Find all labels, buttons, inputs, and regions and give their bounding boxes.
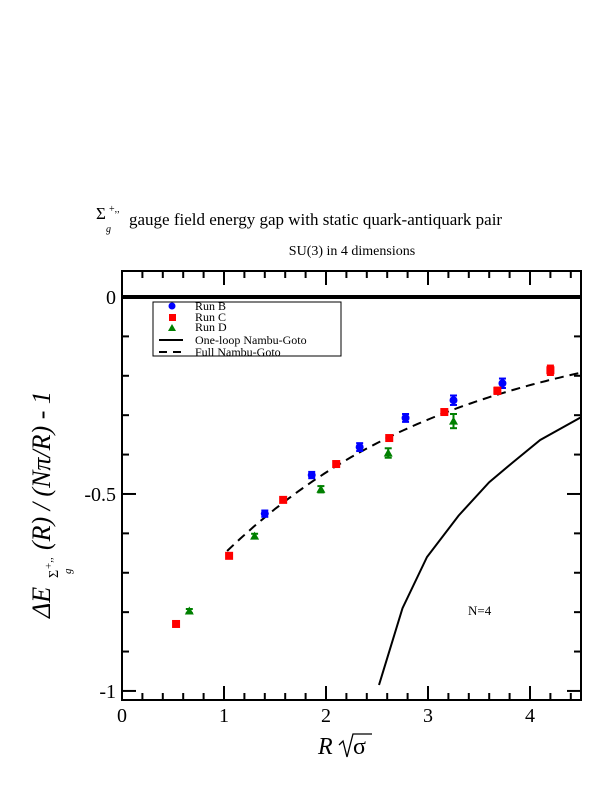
- run-c-point: [440, 408, 449, 417]
- y-label-sup: +,,: [43, 557, 55, 569]
- x-tick-label: 3: [423, 705, 433, 727]
- one-loop-nambu-goto-curve: [378, 416, 582, 686]
- legend-label-run-d: Run D: [195, 320, 227, 334]
- x-axis-label: R σ: [317, 733, 372, 760]
- run-c-point: [279, 495, 288, 504]
- run-b-point: [355, 443, 364, 452]
- legend-label-run-c: Run C: [195, 310, 226, 324]
- chart-title: Σ +,, g gauge field energy gap with stat…: [96, 204, 502, 235]
- run-b-point: [307, 471, 316, 480]
- legend: Run B Run C Run D One-loop Nambu-Goto Fu…: [152, 299, 342, 359]
- title-symbol: Σ: [96, 204, 106, 223]
- y-tick-label: -0.5: [84, 484, 116, 506]
- run-d-point: [316, 484, 326, 493]
- x-label-sigma: σ: [353, 734, 366, 760]
- legend-marker-run-d: [168, 324, 176, 331]
- axis-ticks: [121, 271, 581, 700]
- full-nambu-goto-curve: [226, 371, 582, 552]
- y-tick-labels: 0 -0.5 -1: [84, 287, 116, 703]
- title-symbol-sup: +,,: [109, 204, 120, 215]
- run-d-point: [250, 531, 260, 540]
- x-tick-label: 2: [321, 705, 331, 727]
- legend-label-run-b: Run B: [195, 299, 226, 313]
- x-tick-label: 4: [525, 705, 535, 727]
- y-tick-label: -1: [99, 681, 116, 703]
- run-b-point: [449, 396, 458, 405]
- legend-marker-run-b: [168, 302, 176, 310]
- title-symbol-sub: g: [106, 224, 111, 235]
- run-d-point: [449, 416, 458, 425]
- legend-label-full: Full Nambu-Goto: [195, 345, 281, 359]
- annotation-n4: N=4: [468, 603, 492, 618]
- run-c-point: [385, 434, 394, 443]
- legend-marker-run-c: [169, 314, 176, 321]
- run-b-point: [498, 379, 507, 388]
- legend-box: [152, 301, 342, 357]
- title-text: gauge field energy gap with static quark…: [129, 210, 502, 229]
- data-points: [172, 364, 555, 628]
- chart-subtitle: SU(3) in 4 dimensions: [289, 244, 415, 259]
- run-b-point: [260, 509, 269, 518]
- x-tick-label: 0: [117, 705, 127, 727]
- y-label-sub-g: g: [62, 568, 74, 574]
- run-d-point: [184, 606, 194, 615]
- run-c-point: [225, 551, 234, 560]
- run-c-point: [332, 460, 341, 469]
- sqrt-symbol-icon: [338, 733, 372, 758]
- y-axis-label: ΔE Σ +,, g (R) / (Nπ/R) - 1: [27, 391, 74, 619]
- x-tick-label: 1: [219, 705, 229, 727]
- y-label-sub-sigma: Σ: [47, 570, 62, 578]
- legend-label-one-loop: One-loop Nambu-Goto: [195, 333, 307, 347]
- y-tick-label: 0: [106, 287, 116, 309]
- x-tick-labels: 0 1 2 3 4: [117, 705, 535, 727]
- run-c-point: [493, 386, 502, 395]
- x-label-r: R: [317, 734, 333, 760]
- run-c-point: [172, 619, 181, 628]
- run-b-point: [401, 413, 410, 422]
- y-label-rest: (R) / (Nπ/R) - 1: [27, 391, 56, 550]
- run-d-point: [383, 448, 393, 457]
- plot-frame: [121, 270, 582, 701]
- run-c-point: [546, 366, 555, 375]
- y-label-delta-e: ΔE: [27, 587, 56, 619]
